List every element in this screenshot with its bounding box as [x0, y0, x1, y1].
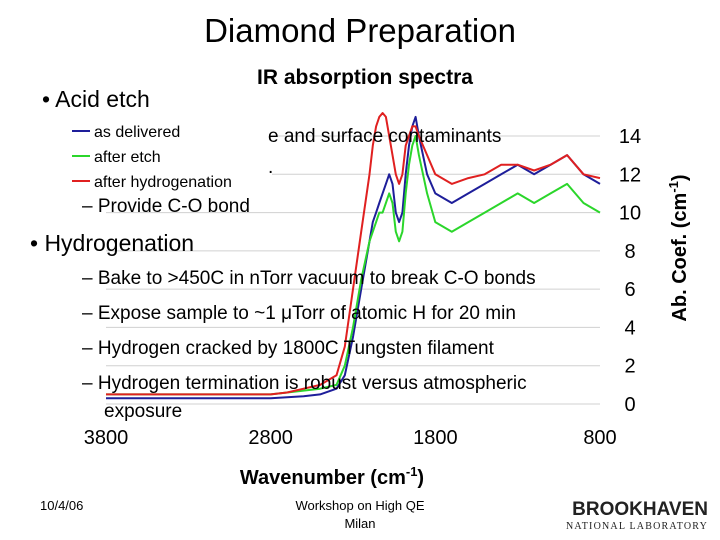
sub-bullet-expose: – Expose sample to ~1 μTorr of atomic H … — [82, 303, 516, 324]
legend-label: after hydrogenation — [94, 174, 232, 191]
x-axis-label-sup: -1 — [406, 464, 418, 479]
logo-name: BROOKHAVEN — [572, 499, 708, 520]
chart-title: IR absorption spectra — [257, 66, 473, 89]
sub-bullet-fragment: . — [268, 157, 274, 178]
x-axis-label-text: Wavenumber (cm — [240, 467, 406, 489]
y-tick-label: 12 — [619, 164, 641, 186]
y-tick-label: 14 — [619, 126, 641, 148]
y-axis-label-sup: -1 — [666, 181, 681, 193]
sub-bullet-cracked: – Hydrogen cracked by 1800C Tungsten fil… — [82, 338, 494, 359]
plot-series — [106, 112, 601, 400]
brookhaven-logo: BROOKHAVEN NATIONAL LABORATORY — [566, 499, 708, 532]
legend-box — [68, 118, 272, 198]
series-line-after-etch — [106, 135, 601, 396]
x-tick-label: 2800 — [248, 427, 293, 449]
sub-bullet-exposure: exposure — [104, 401, 183, 422]
x-tick-labels: 3800 2800 1800 800 — [84, 427, 617, 449]
y-axis-label: Ab. Coef. (cm-1) — [666, 174, 691, 321]
sub-bullet-termination: – Hydrogen termination is robust versus … — [82, 373, 527, 394]
y-tick-label: 6 — [624, 279, 635, 301]
y-tick-label: 2 — [624, 356, 635, 378]
y-tick-labels: 0 2 4 6 8 10 12 14 — [619, 126, 641, 416]
series-line-after-hydrogenation — [106, 112, 601, 396]
chart-legend: as delivered after etch after hydrogenatio… — [68, 118, 272, 198]
footer-date: 10/4/06 — [40, 498, 84, 513]
logo-sub: NATIONAL LABORATORY — [566, 521, 708, 532]
y-tick-label: 4 — [624, 317, 635, 339]
x-tick-label: 3800 — [84, 427, 129, 449]
x-tick-label: 800 — [583, 427, 616, 449]
footer-workshop-line2: Milan — [344, 516, 376, 531]
x-tick-label: 1800 — [413, 427, 458, 449]
bullet-acid-etch: • Acid etch — [42, 86, 150, 112]
sub-bullet-bake: – Bake to >450C in nTorr vacuum to break… — [82, 268, 536, 289]
series-line-as-delivered — [106, 115, 601, 400]
sub-bullet-co-bond: – Provide C-O bond — [82, 196, 250, 217]
y-tick-label: 0 — [624, 394, 635, 416]
footer-workshop: Workshop on High QE Milan — [270, 497, 450, 533]
legend-label: as delivered — [94, 124, 180, 141]
y-tick-label: 8 — [624, 241, 635, 263]
y-axis-label-end: ) — [669, 174, 691, 181]
x-axis-label: Wavenumber (cm-1) — [240, 464, 424, 489]
x-axis-label-end: ) — [417, 467, 424, 489]
y-axis-label-text: Ab. Coef. (cm — [669, 193, 691, 322]
bullet-hydrogenation: • Hydrogenation — [30, 230, 195, 256]
y-tick-label: 10 — [619, 203, 641, 225]
sub-bullet-contaminants: e and surface contaminants — [268, 126, 502, 147]
footer-workshop-line1: Workshop on High QE — [295, 498, 425, 513]
slide-title: Diamond Preparation — [204, 12, 516, 49]
legend-label: after etch — [94, 149, 161, 166]
